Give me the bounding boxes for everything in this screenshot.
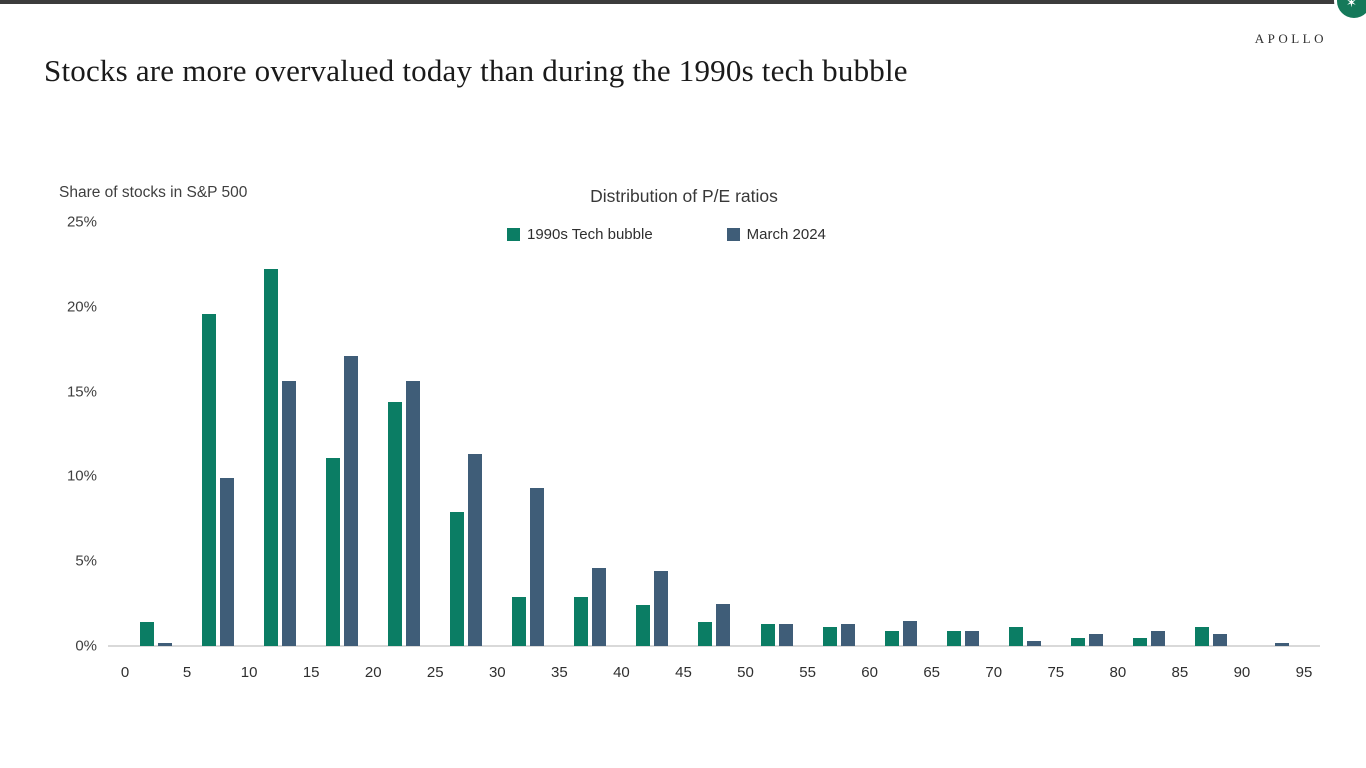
y-tick-label-25: 25% xyxy=(66,213,97,231)
page-title: Stocks are more overvalued today than du… xyxy=(44,53,908,88)
bar-march2024-bin-0-5 xyxy=(158,642,172,646)
bar-1990s-bin-50-55 xyxy=(760,623,775,646)
bar-march2024-bin-45-50 xyxy=(716,603,731,646)
bar-march2024-bin-5-10 xyxy=(220,478,235,646)
bar-march2024-bin-80-85 xyxy=(1150,630,1165,646)
bar-march2024-bin-25-30 xyxy=(468,454,483,646)
bar-march2024-bin-60-65 xyxy=(902,620,917,646)
sparkle-icon: ✶ xyxy=(1346,0,1357,11)
bar-1990s-bin-65-70 xyxy=(946,630,961,646)
x-axis-line xyxy=(108,645,1320,647)
bar-march2024-bin-50-55 xyxy=(778,623,793,646)
bar-1990s-bin-10-15 xyxy=(264,269,279,646)
x-tick-label-95: 95 xyxy=(1295,664,1313,681)
bar-march2024-bin-85-90 xyxy=(1212,634,1227,646)
y-tick-label-10: 10% xyxy=(66,467,97,485)
bar-1990s-bin-60-65 xyxy=(884,630,899,646)
x-tick-label-70: 70 xyxy=(985,664,1003,681)
y-tick-label-5: 5% xyxy=(75,552,97,570)
x-tick-label-30: 30 xyxy=(488,664,506,681)
bar-1990s-bin-85-90 xyxy=(1194,627,1209,646)
x-tick-label-0: 0 xyxy=(120,664,130,681)
x-tick-label-40: 40 xyxy=(613,664,630,681)
legend-swatch-march-2024 xyxy=(726,228,740,241)
bar-1990s-bin-80-85 xyxy=(1132,637,1147,646)
bar-1990s-bin-35-40 xyxy=(574,596,589,646)
bar-1990s-bin-55-60 xyxy=(822,627,837,646)
legend-swatch-1990s xyxy=(507,228,520,241)
bar-1990s-bin-0-5 xyxy=(140,622,154,646)
bar-1990s-bin-25-30 xyxy=(450,512,465,646)
x-tick-label-80: 80 xyxy=(1109,664,1127,681)
legend-item-1990s: 1990s Tech bubble xyxy=(507,226,653,243)
bar-1990s-bin-45-50 xyxy=(698,622,713,646)
y-axis-title: Share of stocks in S&P 500 xyxy=(59,184,248,201)
bar-march2024-bin-90-95 xyxy=(1274,642,1289,646)
corner-widget-button[interactable]: ✶ xyxy=(1334,0,1366,21)
legend-label-1990s: 1990s Tech bubble xyxy=(527,226,653,243)
y-tick-label-15: 15% xyxy=(66,383,97,401)
x-tick-label-85: 85 xyxy=(1171,664,1189,681)
x-tick-label-50: 50 xyxy=(737,664,754,681)
y-tick-label-20: 20% xyxy=(66,298,97,316)
apollo-logo: APOLLO xyxy=(1254,31,1327,46)
x-tick-label-20: 20 xyxy=(364,664,382,681)
bar-march2024-bin-15-20 xyxy=(344,355,359,646)
bar-march2024-bin-70-75 xyxy=(1026,640,1041,646)
bar-1990s-bin-70-75 xyxy=(1008,627,1023,646)
bar-march2024-bin-20-25 xyxy=(406,381,421,646)
legend-label-march-2024: March 2024 xyxy=(746,226,826,243)
bar-1990s-bin-20-25 xyxy=(388,401,403,646)
x-tick-label-10: 10 xyxy=(240,664,258,681)
y-tick-label-0: 0% xyxy=(75,637,97,655)
bar-march2024-bin-55-60 xyxy=(840,623,855,646)
bar-march2024-bin-75-80 xyxy=(1088,634,1103,646)
bar-1990s-bin-15-20 xyxy=(326,457,341,646)
x-tick-label-15: 15 xyxy=(302,664,320,681)
bar-march2024-bin-30-35 xyxy=(530,488,545,646)
bar-1990s-bin-30-35 xyxy=(512,596,527,646)
bar-1990s-bin-40-45 xyxy=(636,605,651,646)
x-tick-label-25: 25 xyxy=(426,664,444,681)
x-tick-label-35: 35 xyxy=(551,664,568,681)
x-tick-label-45: 45 xyxy=(675,664,692,681)
x-tick-label-55: 55 xyxy=(799,664,816,681)
x-tick-label-5: 5 xyxy=(182,664,192,681)
bar-march2024-bin-10-15 xyxy=(282,381,297,646)
x-tick-label-65: 65 xyxy=(923,664,941,681)
chart-title: Distribution of P/E ratios xyxy=(590,186,778,206)
bar-march2024-bin-35-40 xyxy=(592,567,607,646)
top-accent-bar xyxy=(0,0,1366,4)
bar-march2024-bin-65-70 xyxy=(964,630,979,646)
x-tick-label-90: 90 xyxy=(1233,664,1251,681)
x-tick-label-60: 60 xyxy=(861,664,878,681)
chart-legend: 1990s Tech bubble March 2024 xyxy=(507,226,826,243)
bar-1990s-bin-75-80 xyxy=(1070,637,1085,646)
bar-1990s-bin-5-10 xyxy=(202,313,217,646)
legend-item-march-2024: March 2024 xyxy=(726,226,826,243)
x-tick-label-75: 75 xyxy=(1047,664,1065,681)
bar-march2024-bin-40-45 xyxy=(654,571,669,646)
